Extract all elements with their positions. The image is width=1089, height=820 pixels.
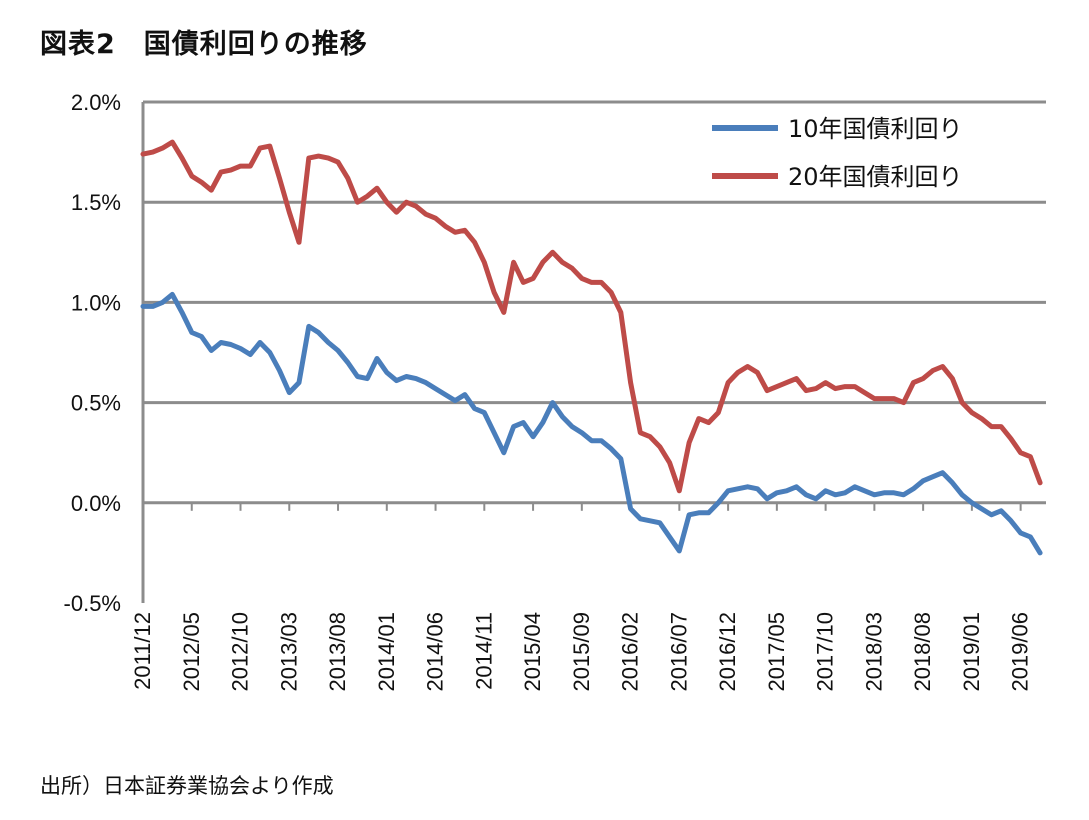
legend-label: 10年国債利回り [788, 115, 963, 143]
chart-axes [141, 102, 1046, 603]
x-tick-label: 2014/11 [471, 612, 496, 690]
series-line-10y [140, 291, 1043, 556]
series-lines [140, 139, 1043, 556]
grid-lines [143, 100, 1046, 405]
x-tick-label: 2014/01 [374, 612, 399, 692]
x-tick-label: 2018/08 [910, 612, 935, 692]
x-tick-label: 2016/07 [666, 612, 691, 692]
x-tick-label: 2011/12 [130, 612, 155, 690]
x-tick-label: 2016/12 [715, 612, 740, 692]
x-tick-label: 2012/10 [228, 612, 253, 692]
x-tick-label: 2016/02 [618, 612, 643, 692]
x-tick-label: 2017/10 [813, 612, 838, 692]
x-tick-label: 2015/09 [569, 612, 594, 692]
page-title: 図表2 国債利回りの推移 [40, 29, 368, 60]
x-tick-label: 2013/03 [276, 612, 301, 692]
y-tick-label: 2.0% [71, 90, 121, 115]
x-axis-tick-labels: 2011/12 2012/05 2012/10 2013/03 2013/08 2014/… [130, 612, 1033, 692]
x-tick-label: 2019/06 [1008, 612, 1033, 692]
x-tick-label: 2018/03 [861, 612, 886, 692]
y-tick-label: 0.0% [71, 491, 121, 516]
x-tick-label: 2017/05 [764, 612, 789, 692]
x-tick-label: 2013/08 [325, 612, 350, 692]
y-tick-label: 1.5% [71, 190, 121, 215]
x-tick-label: 2012/05 [179, 612, 204, 692]
x-tick-label: 2014/06 [423, 612, 448, 692]
chart-legend: 10年国債利回り 20年国債利回り [712, 115, 963, 191]
y-tick-label: 0.5% [71, 391, 121, 416]
x-tick-label: 2019/01 [959, 612, 984, 692]
y-axis-tick-labels: 2.0% 1.5% 1.0% 0.5% 0.0% -0.5% [64, 90, 121, 616]
y-tick-label: 1.0% [71, 290, 121, 315]
legend-label: 20年国債利回り [788, 163, 963, 191]
series-line-20y [140, 139, 1043, 494]
x-tick-label: 2015/04 [520, 612, 545, 692]
y-tick-label: -0.5% [64, 591, 121, 616]
source-note: 出所）日本証券業協会より作成 [40, 774, 334, 798]
